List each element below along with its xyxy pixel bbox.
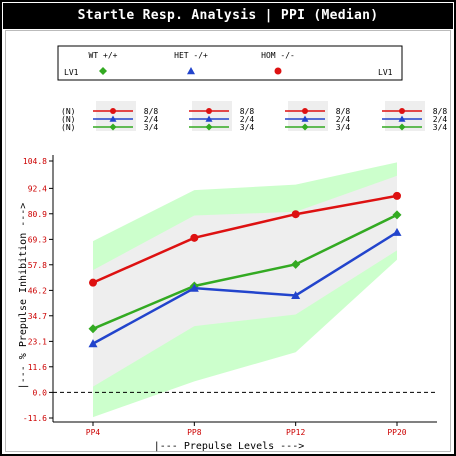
n-row-marker-circle xyxy=(110,108,116,114)
y-tick-label: -11.6 xyxy=(23,414,47,423)
y-tick-label: 11.6 xyxy=(28,363,47,372)
series-line xyxy=(92,231,398,345)
n-value: 3/4 xyxy=(240,123,255,132)
y-tick-label: 69.3 xyxy=(28,235,47,244)
y-tick-label: 57.8 xyxy=(28,261,47,270)
y-tick-label: 104.8 xyxy=(23,157,47,166)
y-tick-label: 92.4 xyxy=(28,184,47,193)
n-table-cell-bg xyxy=(96,101,136,131)
data-point-circle xyxy=(89,278,97,287)
y-axis-title: |--- % Prepulse Inhibition ---> xyxy=(18,203,29,390)
y-tick-label: 80.9 xyxy=(28,210,47,219)
n-value: 2/4 xyxy=(433,115,448,124)
n-value: 3/4 xyxy=(336,123,351,132)
data-point-triangle xyxy=(291,290,301,300)
n-row-marker-circle xyxy=(302,108,308,114)
n-value: 8/8 xyxy=(240,107,255,116)
n-row-label: (N) xyxy=(61,115,75,124)
n-value: 8/8 xyxy=(433,107,448,116)
n-value: 8/8 xyxy=(144,107,159,116)
n-row-marker-triangle xyxy=(109,115,117,122)
n-row-marker-diamond xyxy=(398,123,406,131)
data-point-triangle xyxy=(88,339,98,348)
y-tick-label: 34.7 xyxy=(28,312,47,321)
n-row-marker-diamond xyxy=(205,123,213,131)
legend-left-tag: LV1 xyxy=(64,68,79,77)
data-point-diamond xyxy=(392,210,402,220)
plot-panel: LV1 LV1 WT +/+ HET -/+ HOM -/- (N) 8/8 8/8 8/… xyxy=(5,30,451,452)
x-tick-label: PP20 xyxy=(387,428,406,437)
x-axis-title: |--- Prepulse Levels ---> xyxy=(154,441,305,452)
plot-area: 104.8 92.4 80.9 69.3 57.8 46.2 34.7 23.1 11.6 0.0… xyxy=(23,155,437,437)
n-row-marker-circle xyxy=(206,108,212,114)
data-point-circle xyxy=(393,191,401,200)
legend-label: WT +/+ xyxy=(89,51,118,60)
x-tick-label: PP12 xyxy=(286,428,305,437)
y-tick-label: 0.0 xyxy=(33,388,48,397)
n-row-label: (N) xyxy=(61,107,75,116)
data-point-circle xyxy=(291,210,300,219)
x-tick-label: PP8 xyxy=(187,428,202,437)
legend: LV1 LV1 WT +/+ HET -/+ HOM -/- xyxy=(57,45,403,81)
data-point-triangle xyxy=(392,227,402,236)
legend-right-tag: LV1 xyxy=(378,68,393,77)
x-tick-label: PP4 xyxy=(86,428,101,437)
n-value: 3/4 xyxy=(144,123,159,132)
n-row-marker-diamond xyxy=(301,123,309,131)
legend-label: HOM -/- xyxy=(261,51,295,60)
y-tick-label: 23.1 xyxy=(28,337,47,346)
range-band xyxy=(93,175,397,387)
data-point-diamond xyxy=(291,259,301,269)
data-point-diamond xyxy=(88,324,98,334)
n-row-marker-circle xyxy=(399,108,405,114)
ppi-chart: LV1 LV1 WT +/+ HET -/+ HOM -/- (N) 8/8 8/8 8/… xyxy=(18,45,447,452)
series-line xyxy=(92,213,398,330)
n-row-label: (N) xyxy=(61,123,75,132)
n-row-marker-triangle xyxy=(301,115,309,122)
n-value: 8/8 xyxy=(336,107,351,116)
series-line xyxy=(92,194,398,284)
data-point-triangle xyxy=(189,283,199,292)
n-row-marker-triangle xyxy=(205,115,213,122)
n-row-marker-diamond xyxy=(109,123,117,131)
n-value: 2/4 xyxy=(336,115,351,124)
n-table-cell-bg xyxy=(385,101,425,131)
legend-marker-triangle xyxy=(187,67,195,75)
data-point-circle xyxy=(190,233,199,242)
n-value: 3/4 xyxy=(433,123,448,132)
n-table-cell-bg xyxy=(288,101,328,131)
n-value: 2/4 xyxy=(240,115,255,124)
n-table: (N) 8/8 8/8 8/8 8/8 (N) 2/4 2/4 2/4 2/4 (N) 3/4 3/4 3… xyxy=(61,101,447,132)
legend-marker-circle xyxy=(274,67,282,75)
legend-marker-diamond xyxy=(99,67,107,75)
legend-label: HET -/+ xyxy=(174,51,208,60)
legend-frame xyxy=(57,45,403,81)
y-tick-label: 46.2 xyxy=(28,286,47,295)
n-value: 2/4 xyxy=(144,115,159,124)
n-table-cell-bg xyxy=(192,101,232,131)
n-row-marker-triangle xyxy=(398,115,406,122)
chart-title: Startle Resp. Analysis | PPI (Median) xyxy=(3,3,453,29)
